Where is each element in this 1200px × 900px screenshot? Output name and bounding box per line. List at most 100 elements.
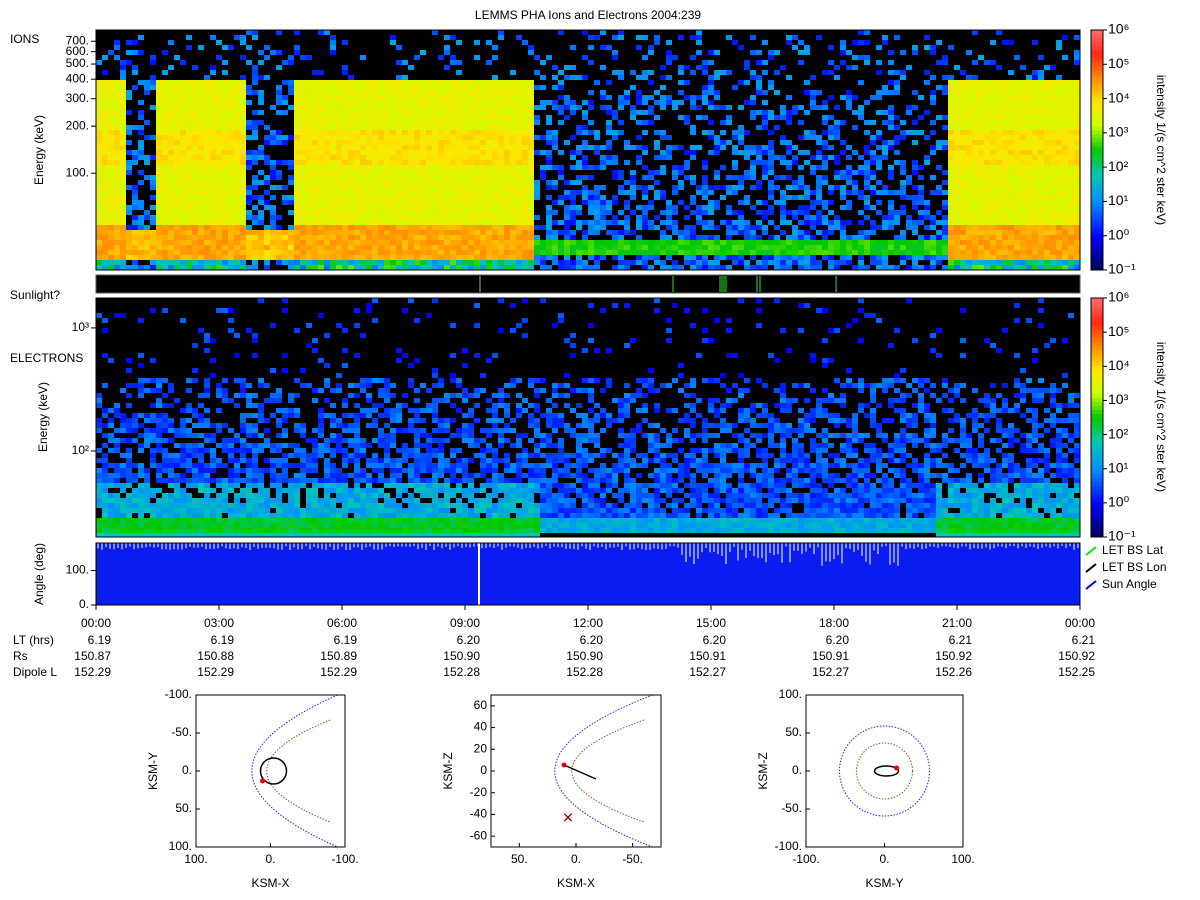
spectrogram-cell	[402, 105, 408, 110]
spectrogram-cell	[690, 265, 696, 270]
spectrogram-cell	[432, 150, 438, 155]
spectrogram-cell	[186, 140, 192, 145]
spectrogram-cell	[810, 255, 816, 260]
spectrogram-cell	[960, 215, 966, 220]
spectrogram-cell	[1044, 170, 1050, 175]
spectrogram-cell	[540, 75, 546, 80]
spectrogram-cell	[822, 70, 828, 75]
spectrogram-cell	[192, 120, 198, 125]
spectrogram-cell	[426, 160, 432, 165]
spectrogram-cell	[324, 175, 330, 180]
spectrogram-cell	[168, 85, 174, 90]
spectrogram-cell	[522, 245, 528, 250]
spectrogram-cell	[330, 200, 336, 205]
spectrogram-cell	[360, 245, 366, 250]
spectrogram-cell	[720, 250, 726, 255]
spectrogram-cell	[342, 90, 348, 95]
spectrogram-cell	[246, 60, 252, 65]
spectrogram-cell	[336, 90, 342, 95]
spectrogram-cell	[222, 140, 228, 145]
spectrogram-cell	[168, 265, 174, 270]
spectrogram-cell	[1050, 150, 1056, 155]
spectrogram-cell	[402, 230, 408, 235]
spectrogram-cell	[588, 165, 594, 170]
spectrogram-cell	[1032, 230, 1038, 235]
spectrogram-cell	[192, 195, 198, 200]
spectrogram-cell	[228, 85, 234, 90]
spectrogram-cell	[744, 220, 750, 225]
spectrogram-cell	[786, 110, 792, 115]
spectrogram-cell	[612, 255, 618, 260]
spectrogram-cell	[102, 70, 108, 75]
spectrogram-cell	[234, 200, 240, 205]
spectrogram-cell	[624, 160, 630, 165]
spectrogram-cell	[438, 205, 444, 210]
spectrogram-cell	[228, 240, 234, 245]
spectrogram-cell	[966, 85, 972, 90]
spectrogram-cell	[168, 190, 174, 195]
spectrogram-cell	[276, 230, 282, 235]
spectrogram-cell	[810, 220, 816, 225]
spectrogram-cell	[312, 150, 318, 155]
spectrogram-cell	[114, 190, 120, 195]
spectrogram-cell	[864, 245, 870, 250]
spectrogram-cell	[1008, 240, 1014, 245]
spectrogram-cell	[1062, 95, 1068, 100]
spectrogram-cell	[282, 160, 288, 165]
spectrogram-cell	[816, 150, 822, 155]
spectrogram-cell	[498, 245, 504, 250]
spectrogram-cell	[390, 150, 396, 155]
spectrogram-cell	[240, 130, 246, 135]
spectrogram-cell	[294, 205, 300, 210]
spectrogram-cell	[186, 235, 192, 240]
spectrogram-cell	[714, 200, 720, 205]
spectrogram-cell	[930, 225, 936, 230]
spectrogram-cell	[714, 70, 720, 75]
spectrogram-cell	[516, 95, 522, 100]
spectrogram-cell	[450, 225, 456, 230]
spectrogram-cell	[222, 170, 228, 175]
spectrogram-cell	[216, 260, 222, 265]
spectrogram-cell	[852, 170, 858, 175]
spectrogram-cell	[822, 250, 828, 255]
spectrogram-cell	[480, 185, 486, 190]
spectrogram-cell	[474, 135, 480, 140]
spectrogram-cell	[948, 160, 954, 165]
spectrogram-cell	[840, 205, 846, 210]
spectrogram-cell	[594, 35, 600, 40]
spectrogram-cell	[816, 215, 822, 220]
spectrogram-cell	[648, 175, 654, 180]
spectrogram-cell	[456, 100, 462, 105]
spectrogram-cell	[996, 150, 1002, 155]
spectrogram-cell	[210, 195, 216, 200]
spectrogram-cell	[1026, 75, 1032, 80]
spectrogram-cell	[234, 165, 240, 170]
spectrogram-cell	[456, 150, 462, 155]
spectrogram-cell	[240, 260, 246, 265]
spectrogram-cell	[912, 140, 918, 145]
spectrogram-cell	[930, 50, 936, 55]
spectrogram-cell	[348, 185, 354, 190]
spectrogram-cell	[318, 115, 324, 120]
spectrogram-cell	[96, 155, 102, 160]
spectrogram-cell	[708, 50, 714, 55]
spectrogram-cell	[300, 170, 306, 175]
spectrogram-cell	[954, 245, 960, 250]
spectrogram-cell	[486, 265, 492, 270]
spectrogram-cell	[486, 230, 492, 235]
spectrogram-cell	[444, 100, 450, 105]
spectrogram-cell	[102, 130, 108, 135]
spectrogram-cell	[528, 180, 534, 185]
spectrogram-cell	[960, 160, 966, 165]
spectrogram-cell	[444, 135, 450, 140]
spectrogram-cell	[672, 170, 678, 175]
spectrogram-cell	[336, 165, 342, 170]
spectrogram-cell	[96, 240, 102, 245]
spectrogram-cell	[312, 160, 318, 165]
spectrogram-cell	[600, 185, 606, 190]
spectrogram-cell	[948, 80, 954, 85]
spectrogram-cell	[498, 165, 504, 170]
spectrogram-cell	[780, 135, 786, 140]
spectrogram-cell	[906, 265, 912, 270]
spectrogram-cell	[516, 160, 522, 165]
